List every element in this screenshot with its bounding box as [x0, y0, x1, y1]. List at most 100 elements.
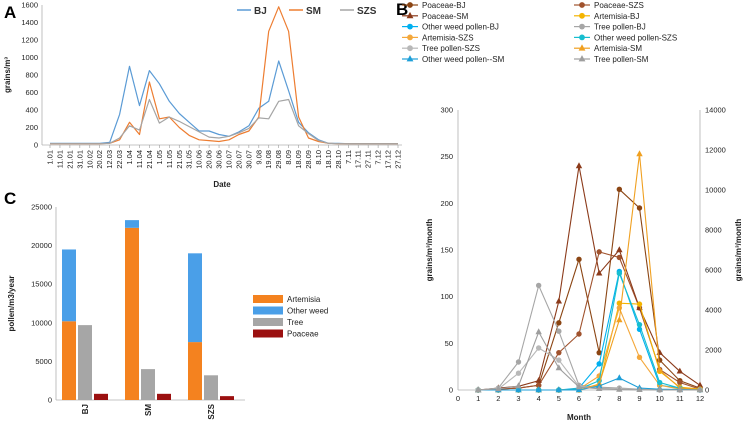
panel-label-a: A [4, 3, 16, 22]
legend-marker-artemisia-sm [578, 44, 586, 51]
data-point [556, 320, 562, 326]
x-tick-label: 30.07 [244, 150, 253, 169]
x-tick-label: 21.05 [175, 150, 184, 169]
x-tick-label: 28.10 [334, 150, 343, 169]
data-point [535, 328, 542, 335]
legend-marker-poaceae-bj [407, 2, 413, 8]
legend-label-poaceae-szs: Poaceae-SZS [594, 1, 644, 10]
legend-label-poaceae-sm: Poaceae-SM [422, 12, 469, 21]
data-point [596, 361, 602, 367]
x-tick-label: 1.04 [125, 150, 134, 165]
y-tick-label-right: 12000 [705, 146, 726, 155]
legend-label-tree-pollen-sm: Tree pollen-SM [594, 55, 649, 64]
x-tick-label: 11.01 [55, 150, 64, 168]
x-tick-label: 1.05 [155, 150, 164, 165]
y-axis-title-left: grains/m³/month [425, 219, 434, 282]
x-tick-label: 7 [597, 394, 601, 403]
x-tick-label: 31.01 [75, 150, 84, 169]
data-point [575, 386, 583, 393]
data-point [515, 386, 522, 393]
x-tick-label: 21.01 [65, 150, 74, 169]
legend-marker-tree-pollen-szs [407, 45, 413, 52]
y-tick-label: 0 [34, 141, 38, 150]
data-point [616, 254, 623, 261]
x-tick-label: 3 [516, 394, 520, 403]
y-tick-label: 0 [48, 396, 52, 405]
legend-swatch-tree [253, 318, 283, 326]
y-tick-label: 15000 [31, 280, 52, 289]
data-point [696, 386, 704, 393]
x-tick-label: 20.02 [95, 150, 104, 169]
data-point [656, 386, 663, 393]
y-tick-label: 400 [25, 106, 38, 115]
legend-swatch-other-weed [253, 306, 283, 315]
y-tick-label: 1400 [21, 18, 38, 27]
bar-poaceae-bj [94, 393, 108, 400]
legend-label-artemisia-sm: Artemisia-SM [594, 44, 642, 53]
y-tick-label-left: 200 [440, 199, 453, 208]
data-point [555, 364, 563, 371]
series-line-tree-pollen-szs [478, 347, 700, 391]
legend-marker-poaceae-sm [406, 11, 414, 19]
bar-artemisia-sm [125, 227, 139, 400]
data-point [515, 382, 522, 389]
data-point [515, 370, 522, 376]
legend-label-tree-pollen-szs: Tree pollen-SZS [422, 44, 480, 53]
data-point [535, 382, 542, 389]
bar-other-weed-szs [188, 253, 202, 343]
y-tick-label: 1600 [21, 1, 38, 10]
data-point [556, 328, 562, 334]
legend-label-szs: SZS [357, 6, 377, 17]
data-point [535, 376, 542, 383]
data-point [616, 246, 623, 253]
data-point [495, 385, 502, 392]
series-line-tree-pollen-sm [478, 330, 700, 391]
bar-tree-sm [141, 369, 155, 400]
y-tick-label-right: 10000 [705, 186, 726, 195]
legend-marker-other-weed-pollen-szs [579, 34, 585, 41]
data-point [595, 385, 603, 391]
y-tick-label-right: 6000 [705, 266, 722, 275]
data-point [656, 366, 663, 373]
data-point [676, 386, 684, 393]
x-tick-label: 30.06 [215, 150, 224, 169]
y-tick-label: 1000 [21, 53, 38, 62]
y-tick-label-left: 250 [440, 152, 453, 161]
data-point [535, 386, 542, 393]
legend-label-other-weed-pollen-bj: Other weed pollen-BJ [422, 23, 499, 32]
legend-label-tree-pollen-bj: Tree pollen-BJ [594, 23, 646, 32]
x-tick-label: 9 [637, 394, 641, 403]
data-point [696, 381, 704, 388]
y-tick-label: 800 [25, 71, 38, 80]
legend-label-other-weed-pollen-szs: Other weed pollen-SZS [594, 33, 677, 42]
x-tick-label: 6 [577, 394, 581, 403]
x-category-label: SM [144, 404, 153, 416]
x-tick-label: 4 [537, 394, 541, 403]
data-point [535, 282, 542, 289]
x-tick-label: 21.04 [145, 150, 154, 169]
series-poaceae-szs [475, 249, 703, 393]
x-tick-label: 31.05 [185, 150, 194, 169]
y-tick-label-right: 0 [705, 386, 709, 395]
x-tick-label: 27.12 [394, 150, 403, 169]
y-tick-label: 5000 [35, 357, 52, 366]
series-line-bj [50, 60, 398, 145]
y-tick-label: 25000 [31, 203, 52, 212]
x-tick-label: 17.11 [354, 150, 363, 168]
data-point [636, 301, 643, 307]
x-tick-label: 7.11 [344, 150, 353, 164]
panel-c-annual-pollen-chart: 0 5000 10000 15000 20000 25000 pollen/m3/year B… [7, 203, 328, 420]
data-point [636, 354, 643, 361]
data-point [677, 379, 683, 386]
x-tick-label: 17.12 [384, 150, 393, 169]
x-tick-label: 9.08 [254, 150, 263, 165]
x-tick-label: 8.10 [314, 150, 323, 165]
legend-label-sm: SM [306, 6, 321, 17]
x-tick-label: 12.03 [105, 150, 114, 169]
data-point [575, 383, 583, 390]
legend-label-tree: Tree [287, 318, 304, 327]
series-tree-pollen-sm [474, 328, 704, 393]
bar-tree-szs [204, 375, 218, 400]
bar-artemisia-bj [62, 321, 76, 400]
